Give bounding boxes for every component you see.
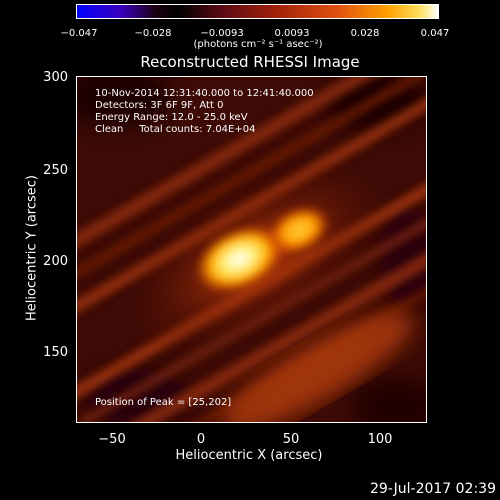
y-tick-label: 200: [43, 254, 68, 269]
x-tick-label: 0: [196, 432, 206, 447]
flare-source: [195, 205, 330, 293]
x-axis-label: Heliocentric X (arcsec): [175, 448, 323, 463]
colorbar-tick-label: −0.0093: [200, 28, 244, 39]
colorbar-tick-label: 0.0093: [274, 28, 310, 39]
x-tick-label: −50: [98, 432, 126, 447]
image-heatmap: [77, 77, 426, 422]
render-timestamp: 29-Jul-2017 02:39: [369, 481, 496, 497]
colorbar: [76, 4, 439, 19]
colorbar-units: (photons cm⁻² s⁻¹ asec⁻²): [193, 39, 323, 50]
peak-position: Position of Peak = [25,202]: [95, 397, 232, 408]
x-tick-label: 100: [367, 432, 393, 447]
info-detectors: Detectors: 3F 6F 9F, Att 0: [95, 100, 224, 111]
y-tick-label: 300: [43, 70, 68, 85]
plot-title: Reconstructed RHESSI Image: [140, 53, 360, 71]
y-axis-label: Heliocentric Y (arcsec): [24, 175, 40, 321]
info-counts: Clean Total counts: 7.04E+04: [95, 124, 256, 135]
info-time-range: 10-Nov-2014 12:31:40.000 to 12:41:40.000: [95, 88, 314, 99]
x-tick-label: 50: [282, 432, 300, 447]
lower-arc: [220, 311, 414, 422]
colorbar-tick-label: −0.028: [134, 28, 172, 39]
y-tick-label: 150: [43, 345, 68, 360]
colorbar-tick-label: 0.028: [350, 28, 380, 39]
y-tick-label: 250: [43, 163, 68, 178]
info-energy-range: Energy Range: 12.0 - 25.0 keV: [95, 112, 248, 123]
colorbar-tick-label: −0.047: [60, 28, 98, 39]
rhessi-image: [76, 76, 427, 423]
colorbar-tick-label: 0.047: [420, 28, 450, 39]
